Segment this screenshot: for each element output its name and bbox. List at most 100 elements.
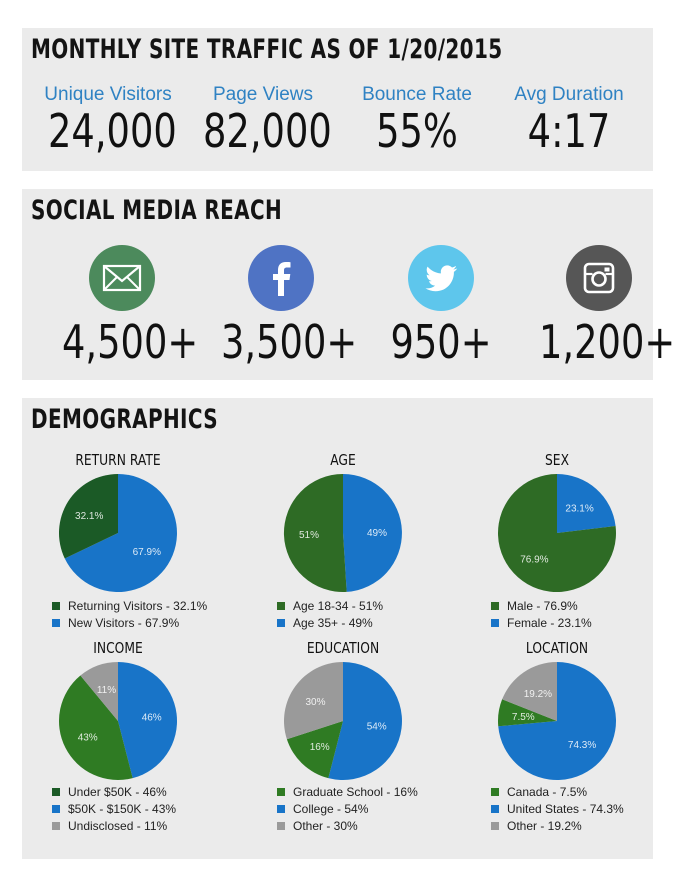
legend-swatch: [52, 618, 60, 627]
pie-data-label: 32.1%: [75, 511, 103, 522]
pie-slice: [283, 473, 347, 592]
stat-value: 55%: [376, 104, 458, 158]
social-twitter: 950+: [366, 245, 516, 369]
legend-item: Male - 76.9%: [491, 597, 592, 614]
site-traffic-panel: MONTHLY SITE TRAFFIC AS OF 1/20/2015 Uni…: [22, 28, 653, 171]
legend-label: College - 54%: [293, 801, 369, 816]
legend-label: Canada - 7.5%: [507, 784, 588, 799]
legend-label: Other - 30%: [293, 818, 358, 833]
legend-swatch: [277, 787, 285, 796]
legend-item: Age 35+ - 49%: [277, 614, 383, 631]
pie-data-label: 30%: [305, 697, 325, 708]
legend-label: Graduate School - 16%: [293, 784, 418, 799]
legend-label: Under $50K - 46%: [68, 784, 167, 799]
chart-legend: Male - 76.9% Female - 23.1%: [491, 597, 592, 631]
pie-slice: [58, 474, 118, 559]
chart-title: AGE: [330, 451, 356, 469]
instagram-icon[interactable]: [566, 245, 632, 311]
return-rate-pie: 67.9% 32.1%: [58, 474, 177, 592]
social-facebook: 3,500+: [206, 245, 358, 369]
legend-swatch: [277, 618, 285, 627]
legend-label: New Visitors - 67.9%: [68, 615, 180, 630]
pie-data-label: 16%: [310, 742, 330, 753]
legend-item: Under $50K - 46%: [52, 783, 176, 800]
stat-label: Page Views: [213, 84, 313, 105]
legend-item: United States - 74.3%: [491, 800, 624, 817]
stat-unique-visitors: Unique Visitors 24,000: [33, 84, 183, 158]
chart-legend: Age 18-34 - 51% Age 35+ - 49%: [277, 597, 383, 631]
chart-education: EDUCATION 54% 16% 30% Graduate School - 16…: [248, 639, 438, 857]
pie-data-label: 43%: [78, 732, 98, 743]
pie-slice: [498, 699, 557, 727]
social-reach-panel: SOCIAL MEDIA REACH 4,500+ 3,500+ 950+: [22, 189, 675, 380]
envelope-icon[interactable]: [89, 245, 155, 311]
legend-item: Undisclosed - 11%: [52, 817, 176, 834]
chart-title: INCOME: [93, 639, 143, 657]
legend-item: Graduate School - 16%: [277, 783, 418, 800]
pie-slice: [502, 662, 557, 721]
legend-item: New Visitors - 67.9%: [52, 614, 207, 631]
pie-slice: [498, 474, 617, 592]
social-count: 1,200+: [539, 315, 675, 369]
social-email: 4,500+: [47, 245, 198, 369]
pie-data-label: 76.9%: [520, 554, 548, 565]
legend-swatch: [52, 821, 60, 830]
legend-swatch: [277, 601, 285, 610]
facebook-icon[interactable]: [248, 245, 314, 311]
legend-label: Male - 76.9%: [507, 598, 578, 613]
social-count: 950+: [390, 315, 492, 369]
pie-data-label: 19.2%: [524, 689, 552, 700]
legend-swatch: [52, 601, 60, 610]
legend-item: Female - 23.1%: [491, 614, 592, 631]
pie-data-label: 23.1%: [565, 504, 593, 515]
legend-item: Returning Visitors - 32.1%: [52, 597, 207, 614]
stat-label: Unique Visitors: [44, 84, 172, 105]
pie-slice: [80, 662, 118, 721]
chart-income: INCOME 46% 43% 11% Under $50K - 46% $50K - …: [23, 639, 213, 857]
pie-slice: [118, 662, 178, 779]
legend-swatch: [491, 618, 499, 627]
chart-age: AGE 49% 51% Age 18-34 - 51% Age 35+ - 49%: [248, 451, 438, 669]
legend-label: Returning Visitors - 32.1%: [68, 598, 208, 613]
legend-item: Canada - 7.5%: [491, 783, 624, 800]
legend-item: College - 54%: [277, 800, 418, 817]
pie-slice: [58, 675, 133, 781]
legend-label: $50K - $150K - 43%: [68, 801, 177, 816]
pie-data-label: 74.3%: [568, 740, 596, 751]
chart-legend: Graduate School - 16% College - 54% Other …: [277, 783, 418, 834]
pie-data-label: 46%: [142, 713, 162, 724]
legend-label: Female - 23.1%: [507, 615, 592, 630]
legend-swatch: [491, 601, 499, 610]
demographics-panel: DEMOGRAPHICS RETURN RATE 67.9% 32.1% Retu…: [22, 398, 653, 859]
legend-swatch: [491, 787, 499, 796]
chart-title: SEX: [544, 451, 570, 469]
legend-swatch: [491, 821, 499, 830]
legend-item: $50K - $150K - 43%: [52, 800, 176, 817]
sex-pie: 23.1% 76.9%: [498, 474, 617, 592]
social-instagram: 1,200+: [524, 245, 675, 369]
pie-data-label: 7.5%: [512, 712, 535, 723]
pie-data-label: 51%: [299, 530, 319, 541]
legend-swatch: [52, 804, 60, 813]
chart-title: RETURN RATE: [75, 451, 161, 469]
legend-swatch: [277, 804, 285, 813]
legend-item: Age 18-34 - 51%: [277, 597, 383, 614]
pie-slice: [328, 662, 402, 780]
twitter-icon[interactable]: [408, 245, 474, 311]
pie-slice: [284, 662, 343, 740]
stat-bounce-rate: Bounce Rate 55%: [342, 84, 492, 158]
pie-data-label: 67.9%: [133, 547, 161, 558]
chart-return-rate: RETURN RATE 67.9% 32.1% Returning Visitor…: [23, 451, 213, 669]
stat-value: 82,000: [203, 104, 332, 158]
legend-swatch: [491, 804, 499, 813]
chart-legend: Under $50K - 46% $50K - $150K - 43% Undisc…: [52, 783, 176, 834]
chart-legend: Canada - 7.5% United States - 74.3% Other …: [491, 783, 624, 834]
pie-data-label: 11%: [97, 685, 116, 696]
stat-value: 4:17: [527, 104, 611, 158]
legend-label: Other - 19.2%: [507, 818, 582, 833]
pie-slice: [286, 721, 343, 779]
stat-value: 24,000: [48, 104, 177, 158]
legend-label: United States - 74.3%: [507, 801, 624, 816]
chart-location: LOCATION 74.3% 7.5% 19.2% Canada - 7.5% Uni…: [462, 639, 652, 857]
social-count: 3,500+: [221, 315, 358, 369]
